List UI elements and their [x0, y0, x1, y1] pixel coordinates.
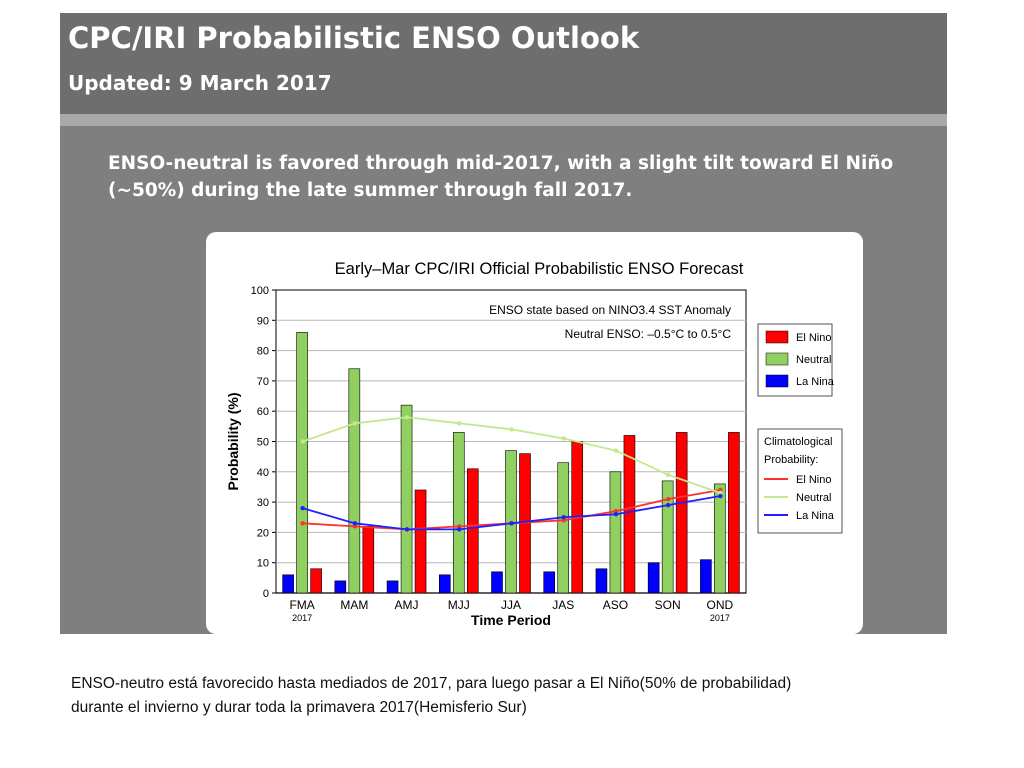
x-tick-label: SON: [655, 598, 681, 612]
bar-neutral: [714, 483, 726, 594]
slide-panel: CPC/IRI Probabilistic ENSO Outlook Updat…: [60, 13, 947, 634]
x-tick-label: MJJ: [448, 598, 470, 612]
climatology-legend-title: Climatological: [764, 436, 832, 448]
climatology-point-neutral: [509, 427, 514, 432]
climatology-point-la-nina: [665, 502, 671, 508]
spanish-caption: ENSO-neutro está favorecido hasta mediad…: [71, 672, 971, 720]
bar-el-nino: [623, 435, 636, 594]
legend-label: El Nino: [796, 332, 831, 344]
climatology-point-el-nino: [718, 487, 723, 493]
climatology-point-el-nino: [352, 524, 358, 529]
climatology-point-la-nina: [457, 527, 462, 532]
climatology-point-la-nina: [300, 505, 305, 511]
y-tick-label: 10: [257, 558, 269, 570]
climatology-point-neutral: [300, 439, 305, 444]
climatology-point-la-nina: [561, 515, 566, 520]
y-tick-label: 60: [257, 406, 269, 418]
x-tick-sublabel: 2017: [710, 613, 730, 623]
climatology-point-el-nino: [300, 521, 305, 526]
y-tick-label: 40: [257, 467, 269, 479]
climatology-point-neutral: [352, 421, 358, 426]
y-tick-label: 20: [257, 527, 269, 539]
bar-el-nino: [466, 468, 479, 594]
bar-la-nina: [647, 562, 660, 594]
climatology-legend-title: Probability:: [764, 454, 818, 466]
bar-la-nina: [386, 580, 399, 594]
chart-card: Early–Mar CPC/IRI Official Probabilistic…: [206, 232, 863, 634]
updated-date: Updated: 9 March 2017: [68, 71, 332, 95]
x-tick-label: JAS: [552, 598, 574, 612]
legend-swatch-la-nina: [765, 374, 789, 388]
bar-el-nino: [362, 526, 375, 594]
bar-la-nina: [491, 571, 503, 594]
legend-label: Neutral: [796, 354, 831, 366]
climatology-point-la-nina: [718, 493, 723, 499]
x-tick-label: MAM: [340, 598, 368, 612]
y-tick-label: 100: [251, 285, 269, 297]
bar-la-nina: [282, 574, 294, 594]
x-tick-label: AMJ: [395, 598, 419, 612]
bar-neutral: [609, 471, 622, 594]
climatology-point-neutral: [457, 421, 462, 426]
climatology-point-el-nino: [665, 496, 671, 502]
climatology-point-el-nino: [457, 524, 462, 529]
climatology-point-neutral: [404, 415, 410, 420]
climatology-legend-label: La Nina: [796, 510, 835, 522]
climatology-point-neutral: [718, 490, 723, 496]
chart-title: Early–Mar CPC/IRI Official Probabilistic…: [335, 260, 744, 278]
climatology-point-la-nina: [404, 527, 410, 532]
annotation-text: Neutral ENSO: –0.5°C to 0.5°C: [565, 327, 732, 341]
climatology-point-neutral: [613, 448, 619, 453]
climatology-legend-label: Neutral: [796, 492, 831, 504]
bar-el-nino: [414, 489, 427, 594]
header-divider: [60, 114, 947, 126]
x-tick-label: FMA: [289, 598, 314, 612]
climatology-point-la-nina: [613, 512, 619, 517]
x-tick-label: OND: [707, 598, 734, 612]
legend-label: La Nina: [796, 376, 835, 388]
enso-forecast-chart: Early–Mar CPC/IRI Official Probabilistic…: [225, 260, 843, 628]
slide-title: CPC/IRI Probabilistic ENSO Outlook: [68, 21, 640, 55]
x-tick-label: JJA: [501, 598, 521, 612]
bar-la-nina: [595, 568, 608, 594]
y-tick-label: 30: [257, 497, 269, 509]
outlook-headline: ENSO-neutral is favored through mid-2017…: [108, 153, 894, 201]
y-tick-label: 50: [257, 437, 269, 449]
bar-la-nina: [334, 580, 347, 594]
bar-neutral: [348, 368, 361, 594]
y-tick-label: 0: [263, 588, 269, 600]
bar-la-nina: [543, 571, 556, 594]
bar-el-nino: [728, 432, 740, 594]
y-axis-label: Probability (%): [225, 392, 241, 490]
climatology-point-el-nino: [561, 518, 566, 523]
x-tick-sublabel: 2017: [292, 613, 312, 623]
bar-neutral: [557, 462, 570, 594]
bar-la-nina: [700, 559, 712, 594]
bar-el-nino: [310, 568, 322, 594]
x-tick-label: ASO: [603, 598, 628, 612]
y-tick-label: 70: [257, 376, 269, 388]
x-axis-label: Time Period: [471, 612, 551, 628]
annotation-text: ENSO state based on NINO3.4 SST Anomaly: [489, 303, 731, 317]
bar-el-nino: [675, 432, 688, 594]
y-tick-label: 80: [257, 346, 269, 358]
climatology-point-la-nina: [352, 521, 358, 526]
bar-neutral: [296, 332, 308, 594]
caption-line: ENSO-neutro está favorecido hasta mediad…: [71, 675, 792, 692]
legend-swatch-el-nino: [765, 330, 789, 344]
header-band: CPC/IRI Probabilistic ENSO Outlook Updat…: [60, 13, 947, 114]
y-tick-label: 90: [257, 315, 269, 327]
climatology-legend-label: El Nino: [796, 474, 831, 486]
climatology-point-neutral: [665, 472, 671, 478]
bar-neutral: [400, 404, 413, 594]
bar-la-nina: [438, 574, 451, 594]
legend-swatch-neutral: [765, 352, 789, 366]
bar-neutral: [452, 432, 465, 594]
climatology-point-neutral: [561, 436, 566, 441]
climatology-point-el-nino: [613, 508, 619, 514]
climatology-point-la-nina: [509, 521, 514, 526]
bar-neutral: [661, 480, 674, 594]
caption-line: durante el invierno y durar toda la prim…: [71, 699, 527, 716]
